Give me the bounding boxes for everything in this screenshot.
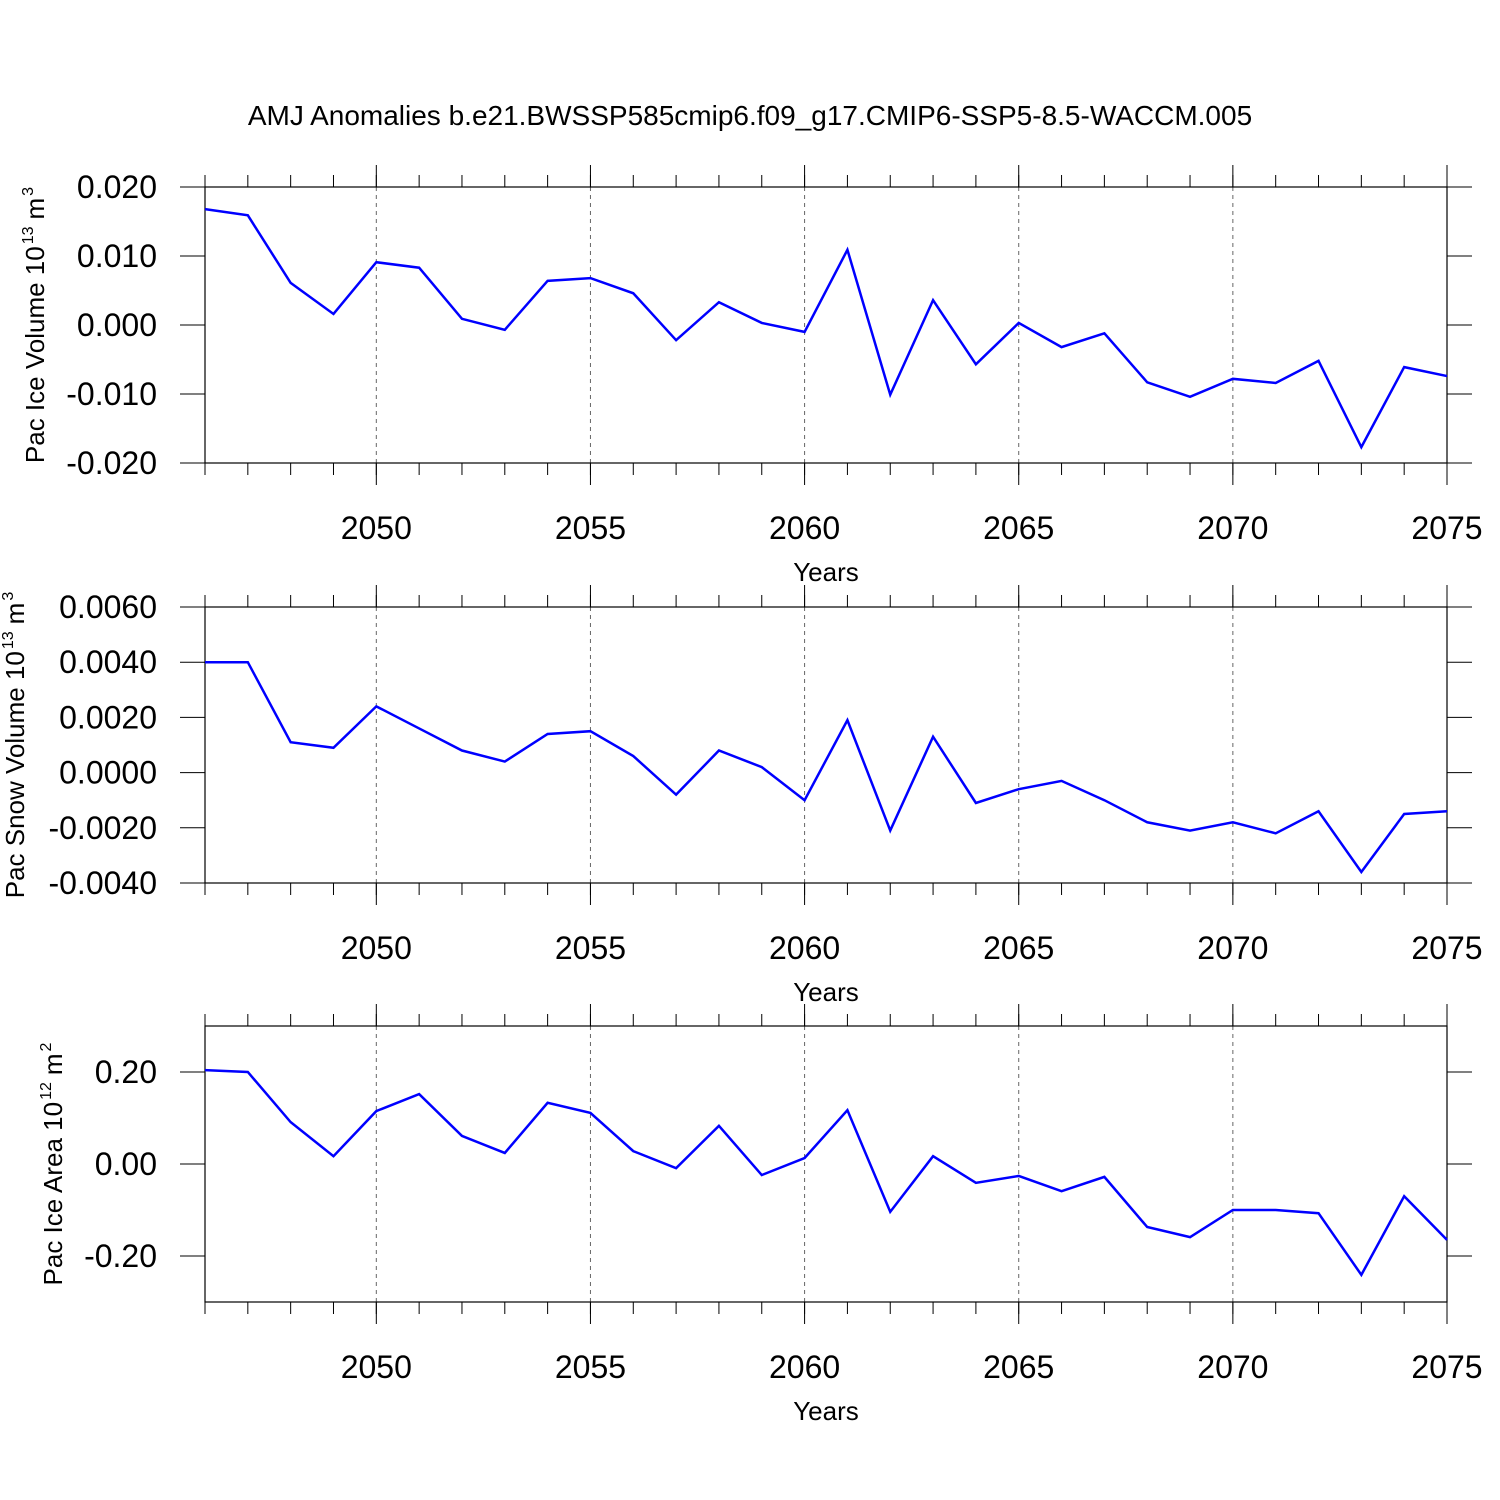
y-axis-label: Pac Ice Area 10 12 m 2 (38, 1042, 68, 1285)
plot-frame (204, 606, 1448, 884)
y-label-text: Pac Ice Area 10 (38, 1102, 68, 1286)
x-tick-label: 2070 (1197, 1349, 1268, 1385)
y-tick-label: 0.0060 (59, 589, 157, 625)
x-tick-label: 2055 (555, 1349, 626, 1385)
data-line (204, 1068, 1448, 1278)
y-axis-label: Pac Ice Volume 10 13 m 3 (20, 187, 50, 463)
y-tick-label: -0.0020 (48, 810, 157, 846)
y-label-exponent: 2 (38, 1042, 55, 1051)
y-tick-label: -0.0040 (48, 865, 157, 901)
y-label-text: m (20, 198, 50, 220)
x-tick-label: 2075 (1411, 1349, 1482, 1385)
data-line (205, 660, 1448, 875)
y-label-exponent: 3 (0, 592, 17, 601)
x-tick-label: 2055 (555, 510, 626, 546)
y-label-text: m (38, 1053, 68, 1075)
x-tick-label: 2070 (1197, 930, 1268, 966)
x-tick-label: 2065 (983, 1349, 1054, 1385)
x-tick-label: 2060 (769, 1349, 840, 1385)
y-tick-label: -0.020 (66, 445, 157, 481)
y-tick-label: 0.0040 (59, 644, 157, 680)
y-tick-label: -0.20 (84, 1238, 157, 1274)
y-tick-label: 0.000 (77, 307, 157, 343)
y-label-exponent: 13 (20, 226, 37, 244)
x-tick-label: 2050 (341, 1349, 412, 1385)
x-axis-label: Years (793, 977, 859, 1007)
y-tick-label: 0.010 (77, 238, 157, 274)
x-tick-label: 2065 (983, 930, 1054, 966)
y-label-text: Pac Snow Volume 10 (0, 651, 30, 898)
figure-title: AMJ Anomalies b.e21.BWSSP585cmip6.f09_g1… (248, 100, 1252, 131)
y-label-exponent: 13 (0, 631, 17, 649)
y-label-text: Pac Ice Volume 10 (20, 246, 50, 463)
x-tick-label: 2060 (769, 930, 840, 966)
y-axis-label: Pac Snow Volume 10 13 m 3 (0, 592, 30, 899)
x-tick-label: 2075 (1411, 930, 1482, 966)
y-label-text: m (0, 603, 30, 625)
x-tick-label: 2050 (341, 930, 412, 966)
y-label-exponent: 3 (20, 187, 37, 196)
y-tick-label: -0.010 (66, 376, 157, 412)
x-tick-label: 2050 (341, 510, 412, 546)
plot-frame (204, 186, 1448, 464)
data-line (204, 207, 1448, 450)
y-label-exponent: 12 (38, 1082, 55, 1100)
x-tick-label: 2065 (983, 510, 1054, 546)
y-tick-label: 0.0020 (59, 699, 157, 735)
y-tick-label: 0.020 (77, 169, 157, 205)
y-tick-label: 0.00 (95, 1146, 157, 1182)
x-tick-label: 2060 (769, 510, 840, 546)
y-tick-label: 0.20 (95, 1054, 157, 1090)
y-tick-label: 0.0000 (59, 755, 157, 791)
x-axis-label: Years (793, 1396, 859, 1426)
x-axis-label: Years (793, 557, 859, 587)
x-tick-label: 2070 (1197, 510, 1268, 546)
x-tick-label: 2055 (555, 930, 626, 966)
x-tick-label: 2075 (1411, 510, 1482, 546)
plot-frame (204, 1025, 1448, 1303)
